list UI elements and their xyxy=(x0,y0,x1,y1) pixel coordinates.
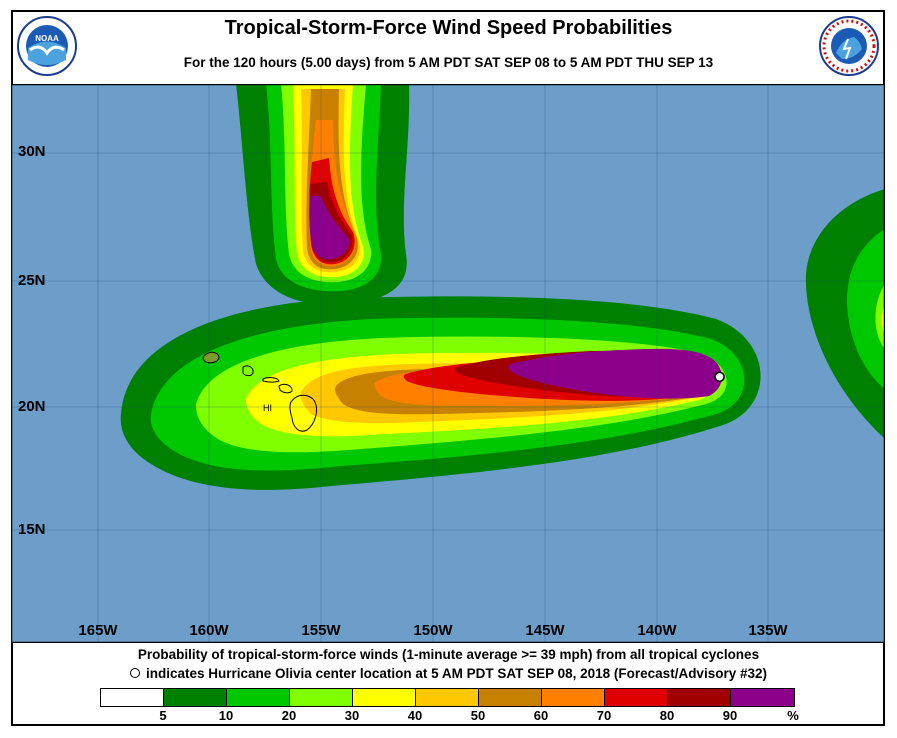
footnote-center-location: indicates Hurricane Olivia center locati… xyxy=(0,666,897,681)
legend-swatch-0-5 xyxy=(101,689,164,706)
legend-tick-60: 60 xyxy=(521,708,561,723)
page-subtitle: For the 120 hours (5.00 days) from 5 AM … xyxy=(0,55,897,70)
legend-swatch-70-80 xyxy=(605,689,668,706)
legend-tick-50: 50 xyxy=(458,708,498,723)
legend-swatch-90-100 xyxy=(731,689,794,706)
legend-tick-5: 5 xyxy=(143,708,183,723)
footnote-center-text: indicates Hurricane Olivia center locati… xyxy=(146,666,767,681)
probability-map: HI xyxy=(11,84,885,643)
footnote-probability: Probability of tropical-storm-force wind… xyxy=(0,647,897,662)
probability-contours-north xyxy=(236,84,409,305)
longitude-label-155w: 155W xyxy=(291,622,351,639)
legend-tick-percent: % xyxy=(773,708,813,723)
legend-swatch-20-30 xyxy=(290,689,353,706)
page-title: Tropical-Storm-Force Wind Speed Probabil… xyxy=(0,17,897,40)
legend-swatch-10-20 xyxy=(227,689,290,706)
hawaii-label: HI xyxy=(263,403,272,413)
legend-swatch-50-60 xyxy=(479,689,542,706)
legend-tick-20: 20 xyxy=(269,708,309,723)
legend-tick-70: 70 xyxy=(584,708,624,723)
latitude-label-30n: 30N xyxy=(18,143,52,160)
legend-swatch-5-10 xyxy=(164,689,227,706)
latitude-label-15n: 15N xyxy=(18,521,52,538)
longitude-label-140w: 140W xyxy=(627,622,687,639)
longitude-label-165w: 165W xyxy=(68,622,128,639)
latitude-label-25n: 25N xyxy=(18,272,52,289)
legend-swatch-60-70 xyxy=(542,689,605,706)
legend-tick-40: 40 xyxy=(395,708,435,723)
legend-swatch-30-40 xyxy=(353,689,416,706)
longitude-label-145w: 145W xyxy=(515,622,575,639)
storm-center-marker xyxy=(715,372,724,381)
longitude-label-150w: 150W xyxy=(403,622,463,639)
longitude-label-135w: 135W xyxy=(738,622,798,639)
color-legend xyxy=(100,688,795,707)
longitude-label-160w: 160W xyxy=(179,622,239,639)
legend-tick-30: 30 xyxy=(332,708,372,723)
legend-tick-80: 80 xyxy=(647,708,687,723)
legend-tick-10: 10 xyxy=(206,708,246,723)
legend-swatch-80-90 xyxy=(668,689,731,706)
legend-swatch-40-50 xyxy=(416,689,479,706)
legend-tick-90: 90 xyxy=(710,708,750,723)
latitude-label-20n: 20N xyxy=(18,398,52,415)
center-marker-icon xyxy=(130,668,140,678)
